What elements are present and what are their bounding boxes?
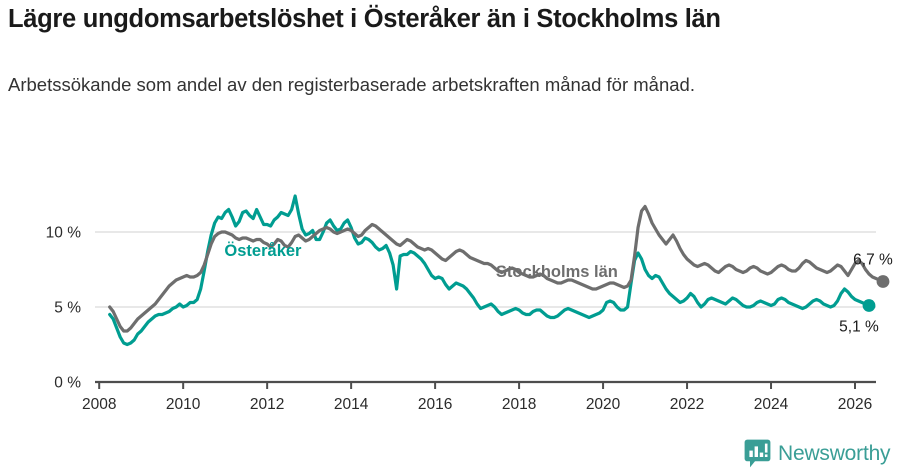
- x-tick-label-2014: 2014: [334, 396, 369, 413]
- x-tick-label-2022: 2022: [670, 396, 704, 413]
- series-lines: [108, 194, 885, 347]
- y-tick-label-0: 0 %: [54, 375, 81, 392]
- x-tick-label-2012: 2012: [250, 396, 284, 413]
- end-value-label-osteraker: 5,1 %: [839, 319, 879, 336]
- page-title: Lägre ungdomsarbetslöshet i Österåker än…: [8, 5, 721, 33]
- chart-container: 0 % 5 % 10 % 2008 2010 2012 2014 2016 2018 2020 2…: [0, 160, 900, 420]
- end-marker-stockholms-lan: [876, 275, 890, 288]
- x-tick-label-2016: 2016: [418, 396, 452, 413]
- end-value-label-stockholms-lan: 6,7 %: [853, 252, 893, 269]
- bar-chart-bubble-icon: [744, 439, 771, 468]
- logo-wordmark: Newsworthy: [778, 442, 891, 465]
- page-subtitle: Arbetssökande som andel av den registerb…: [8, 74, 695, 95]
- end-marker-osteraker: [862, 299, 876, 312]
- x-tick-label-2024: 2024: [754, 396, 789, 413]
- series-line-stockholms-lan: [108, 204, 885, 333]
- series-label-osteraker: Österåker: [224, 241, 302, 260]
- x-tick-label-2020: 2020: [586, 396, 621, 413]
- x-tick-label-2008: 2008: [82, 396, 116, 413]
- x-tick-label-2026: 2026: [838, 396, 872, 413]
- line-chart: 0 %5 %10 % 2008 2010 2012 2014 2016 2018 2020 2…: [46, 194, 893, 413]
- series-end-markers: [862, 275, 890, 312]
- newsworthy-logo[interactable]: Newsworthy: [744, 438, 892, 470]
- x-axis-labels: 2008 2010 2012 2014 2016 2018 2020 2022 2024 2026: [82, 396, 872, 413]
- x-tick-label-2018: 2018: [502, 396, 536, 413]
- series-line-osteraker: [108, 194, 871, 347]
- y-axis-labels: 0 % 5 % 10 %: [46, 225, 82, 392]
- y-tick-label-5: 5 %: [54, 300, 81, 317]
- x-axis-ticks: [98, 382, 857, 389]
- series-end-labels: 5,1 % 6,7 %: [839, 252, 893, 336]
- y-tick-label-10: 10 %: [46, 225, 82, 242]
- series-inline-labels: Österåker Stockholms län: [224, 241, 617, 281]
- series-label-stockholms-lan: Stockholms län: [496, 263, 618, 281]
- x-tick-label-2010: 2010: [166, 396, 201, 413]
